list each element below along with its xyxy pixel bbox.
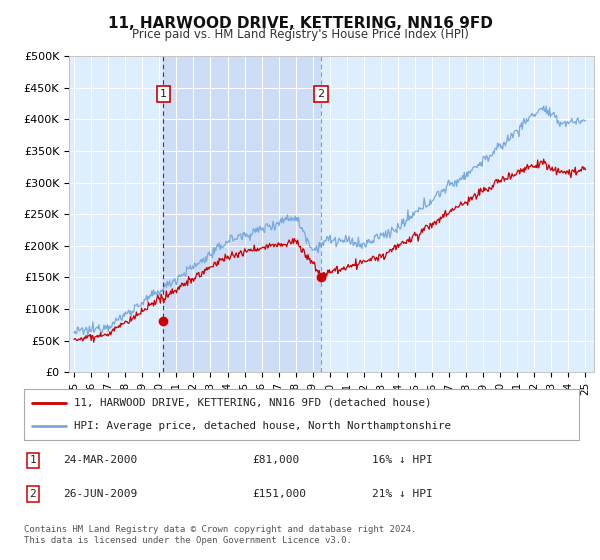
Text: 24-MAR-2000: 24-MAR-2000 bbox=[63, 455, 137, 465]
Bar bbox=[163, 56, 321, 372]
Text: 2: 2 bbox=[317, 89, 325, 99]
Text: 1: 1 bbox=[160, 89, 167, 99]
Text: 26-JUN-2009: 26-JUN-2009 bbox=[63, 489, 137, 499]
Text: Contains HM Land Registry data © Crown copyright and database right 2024.
This d: Contains HM Land Registry data © Crown c… bbox=[24, 525, 416, 545]
Text: 16% ↓ HPI: 16% ↓ HPI bbox=[372, 455, 433, 465]
Text: 11, HARWOOD DRIVE, KETTERING, NN16 9FD (detached house): 11, HARWOOD DRIVE, KETTERING, NN16 9FD (… bbox=[74, 398, 431, 408]
Text: 11, HARWOOD DRIVE, KETTERING, NN16 9FD: 11, HARWOOD DRIVE, KETTERING, NN16 9FD bbox=[107, 16, 493, 31]
Text: 1: 1 bbox=[29, 455, 37, 465]
Text: HPI: Average price, detached house, North Northamptonshire: HPI: Average price, detached house, Nort… bbox=[74, 421, 451, 431]
Text: 21% ↓ HPI: 21% ↓ HPI bbox=[372, 489, 433, 499]
Text: 2: 2 bbox=[29, 489, 37, 499]
Text: Price paid vs. HM Land Registry's House Price Index (HPI): Price paid vs. HM Land Registry's House … bbox=[131, 28, 469, 41]
Text: £81,000: £81,000 bbox=[252, 455, 299, 465]
Text: £151,000: £151,000 bbox=[252, 489, 306, 499]
